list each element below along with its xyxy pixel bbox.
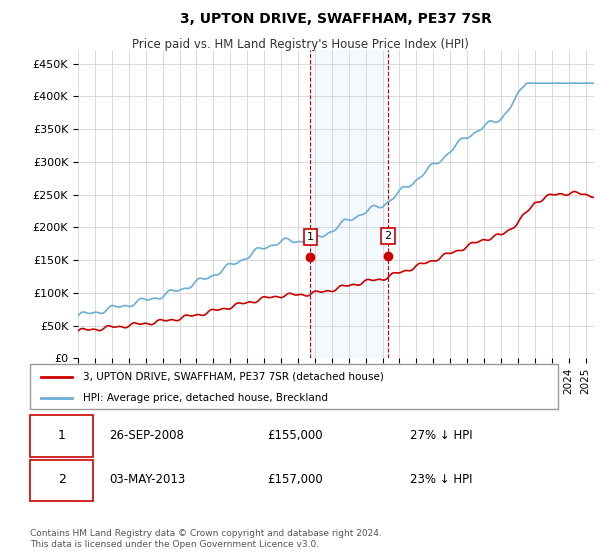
Text: £155,000: £155,000 <box>268 428 323 441</box>
FancyBboxPatch shape <box>30 416 94 456</box>
Bar <box>310 50 388 358</box>
Text: £157,000: £157,000 <box>268 473 323 486</box>
FancyBboxPatch shape <box>30 364 558 409</box>
Text: 03-MAY-2013: 03-MAY-2013 <box>109 473 185 486</box>
Text: 3, UPTON DRIVE, SWAFFHAM, PE37 7SR (detached house): 3, UPTON DRIVE, SWAFFHAM, PE37 7SR (deta… <box>83 371 383 381</box>
FancyBboxPatch shape <box>30 460 94 501</box>
Text: 23% ↓ HPI: 23% ↓ HPI <box>410 473 473 486</box>
Text: 2: 2 <box>385 231 392 241</box>
Text: 2: 2 <box>58 473 65 486</box>
Text: 1: 1 <box>58 428 65 441</box>
Text: HPI: Average price, detached house, Breckland: HPI: Average price, detached house, Brec… <box>83 393 328 403</box>
Text: Price paid vs. HM Land Registry's House Price Index (HPI): Price paid vs. HM Land Registry's House … <box>131 38 469 50</box>
Text: Contains HM Land Registry data © Crown copyright and database right 2024.
This d: Contains HM Land Registry data © Crown c… <box>30 529 382 549</box>
Text: 1: 1 <box>307 232 314 242</box>
Text: 27% ↓ HPI: 27% ↓ HPI <box>410 428 473 441</box>
Text: 26-SEP-2008: 26-SEP-2008 <box>109 428 184 441</box>
Title: 3, UPTON DRIVE, SWAFFHAM, PE37 7SR: 3, UPTON DRIVE, SWAFFHAM, PE37 7SR <box>180 12 492 26</box>
